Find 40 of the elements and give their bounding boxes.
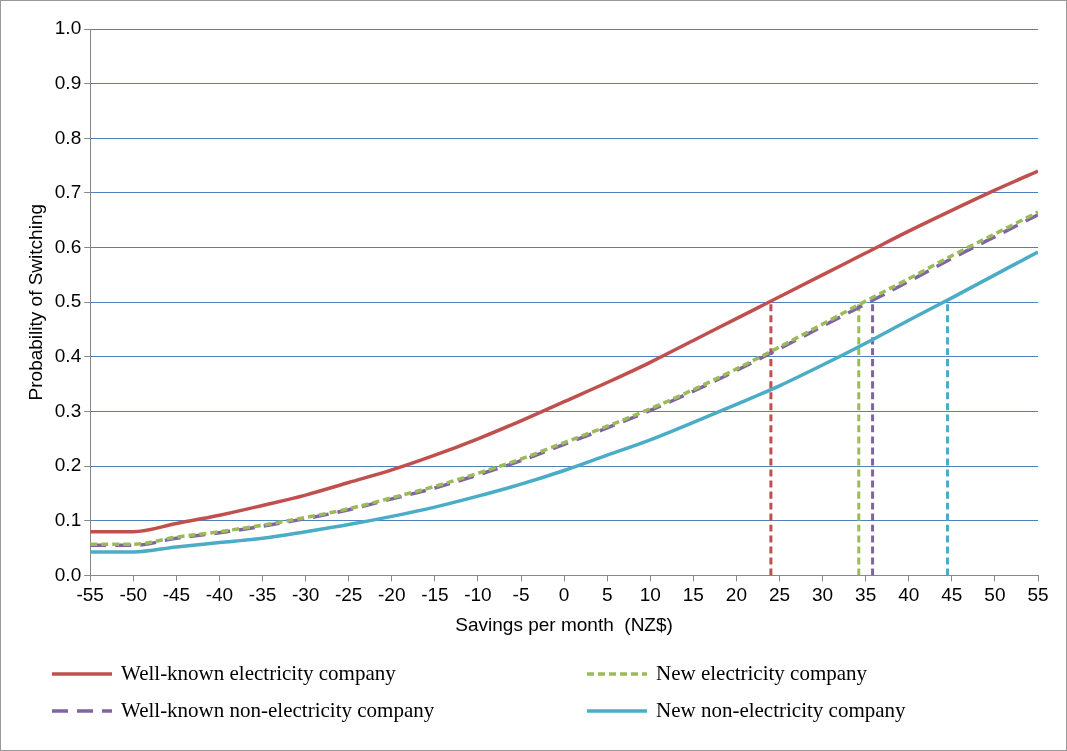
x-tick-label: 30: [812, 584, 834, 606]
legend-label: Well-known non-electricity company: [121, 698, 435, 723]
x-tick-label: -50: [119, 584, 148, 606]
y-tick-label: 0.1: [54, 508, 82, 530]
legend-label: New non-electricity company: [656, 698, 906, 723]
x-tick-label: 15: [682, 584, 704, 606]
x-tick-label: 40: [898, 584, 920, 606]
x-tick-label: 35: [855, 584, 877, 606]
x-tick-label: -30: [291, 584, 320, 606]
legend-label: New electricity company: [656, 661, 868, 686]
x-tick-label: -35: [248, 584, 277, 606]
y-tick-label: 0.9: [54, 71, 82, 93]
y-tick-label: 0.3: [54, 399, 82, 421]
x-tick-label: 45: [941, 584, 963, 606]
x-tick-label: -20: [378, 584, 406, 606]
x-tick-label: -5: [512, 584, 530, 606]
y-tick-label: 0.7: [54, 181, 82, 203]
y-tick-label: 0.0: [54, 563, 82, 585]
y-tick-label: 0.5: [54, 290, 82, 312]
y-axis-title: Probability of Switching: [24, 203, 46, 401]
x-tick-label: 5: [601, 584, 613, 606]
x-tick-label: -55: [76, 584, 104, 606]
x-tick-label: 20: [725, 584, 747, 606]
x-tick-label: 25: [768, 584, 791, 606]
x-axis-title: Savings per month (NZ$): [455, 613, 673, 635]
y-tick-label: 0.6: [54, 235, 82, 257]
x-tick-label: -10: [464, 584, 492, 606]
x-tick-label: 10: [639, 584, 661, 606]
x-tick-label: -25: [334, 584, 363, 606]
y-tick-label: 0.4: [54, 345, 82, 367]
y-tick-label: 1.0: [54, 17, 82, 39]
x-tick-label: -45: [162, 584, 191, 606]
x-tick-label: -15: [421, 584, 449, 606]
x-tick-label: 55: [1027, 584, 1049, 606]
x-tick-label: 0: [558, 584, 570, 606]
legend-label: Well-known electricity company: [121, 661, 396, 686]
x-tick-label: 50: [984, 584, 1006, 606]
y-tick-label: 0.2: [54, 454, 82, 476]
y-tick-label: 0.8: [54, 126, 82, 148]
x-tick-label: -40: [205, 584, 234, 606]
